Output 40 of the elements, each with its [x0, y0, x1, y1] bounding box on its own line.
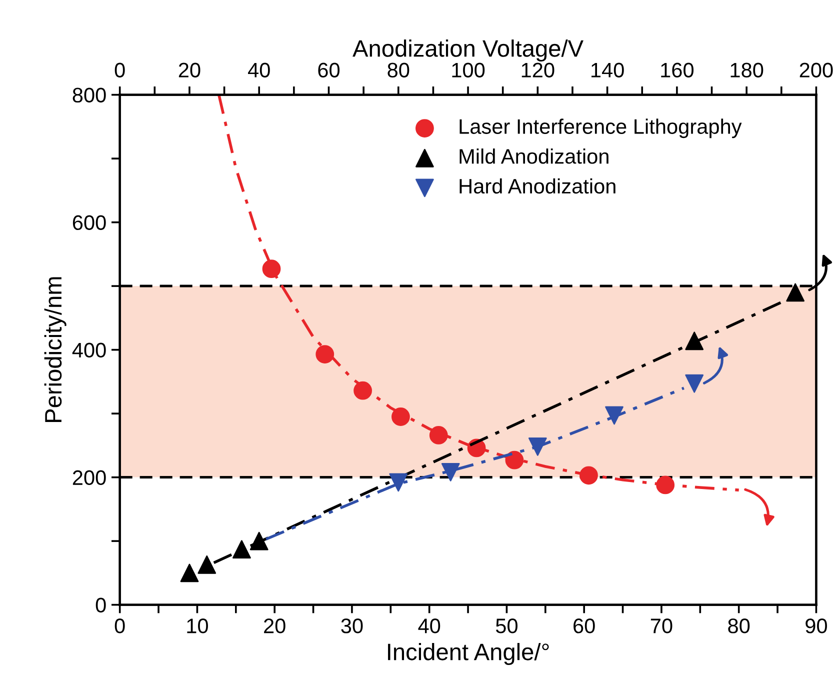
x2-tick-label: 60 — [318, 62, 340, 78]
x2-tick-label: 40 — [248, 62, 270, 78]
point — [316, 345, 334, 364]
y-tick-label: 200 — [72, 470, 106, 486]
x2-tick-label: 20 — [178, 62, 200, 78]
x2-tick-label: 100 — [452, 62, 485, 78]
y-tick-label: 800 — [72, 88, 106, 103]
y-tick-label: 400 — [72, 342, 106, 358]
x2-tick-label: 140 — [592, 62, 624, 78]
x-tick-label: 20 — [264, 618, 286, 634]
x2-tick-label: 160 — [661, 62, 694, 78]
x-tick-label: 10 — [187, 618, 208, 634]
point — [505, 450, 524, 470]
point — [354, 381, 372, 400]
x-tick-label: 90 — [806, 618, 827, 634]
x2-tick-label: 200 — [800, 62, 833, 78]
x-axis-title: Incident Angle/° — [388, 642, 549, 665]
x-tick-label: 80 — [728, 618, 750, 634]
point — [429, 426, 448, 444]
x-tick-label: 40 — [418, 618, 440, 634]
x2-axis-title: Anodization Voltage/V — [352, 40, 584, 62]
legend-label: Mild Anodization — [460, 148, 608, 164]
x2-tick-label: 0 — [114, 62, 125, 78]
point — [580, 466, 598, 485]
point — [392, 408, 410, 426]
y-tick-label: 0 — [96, 598, 106, 613]
x2-tick-label: 120 — [522, 62, 554, 78]
y-axis-title: Periodicity/nm — [44, 277, 66, 422]
point — [262, 260, 281, 278]
x2-tick-label: 80 — [388, 62, 410, 78]
legend-label: Laser Interference Lithography — [460, 118, 742, 138]
point — [656, 476, 675, 494]
x-tick-label: 0 — [114, 618, 125, 634]
legend-label: Hard Anodization — [460, 178, 616, 194]
x-tick-label: 50 — [496, 618, 518, 634]
x-tick-label: 30 — [341, 618, 363, 634]
x-tick-label: 70 — [650, 618, 672, 634]
x2-tick-label: 180 — [730, 62, 764, 78]
y-tick-label: 600 — [72, 215, 106, 230]
x-tick-label: 60 — [574, 618, 595, 634]
